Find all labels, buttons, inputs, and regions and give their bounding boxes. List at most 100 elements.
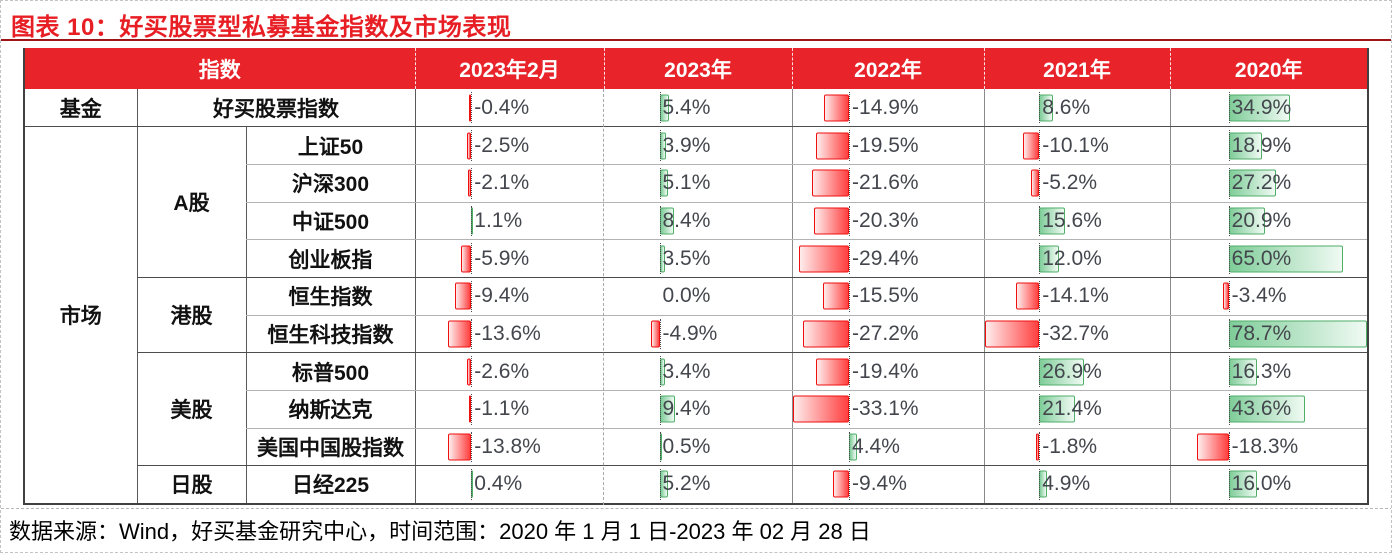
value-cell: -14.1% bbox=[983, 277, 1170, 316]
data-bar bbox=[466, 358, 472, 386]
bar-axis-icon bbox=[471, 431, 473, 463]
value-label: 20.9% bbox=[1231, 208, 1292, 232]
bar-axis-icon bbox=[849, 318, 851, 350]
bar-axis-icon bbox=[1228, 92, 1230, 124]
value-cell: -33.1% bbox=[791, 390, 984, 429]
value-label: -13.6% bbox=[474, 321, 541, 345]
value-cell: 9.4% bbox=[604, 390, 792, 429]
value-cell: -13.8% bbox=[414, 428, 604, 467]
bar-axis-icon bbox=[471, 243, 473, 274]
value-cell: -32.7% bbox=[983, 315, 1170, 354]
data-bar bbox=[802, 320, 850, 348]
value-label: 4.9% bbox=[1042, 472, 1091, 496]
table-row: 创业板指 -5.9% 3.5% -29.4% 12.0% 65.0% bbox=[24, 239, 1368, 278]
value-cell: 3.5% bbox=[604, 239, 792, 278]
value-label: -13.8% bbox=[474, 435, 541, 459]
value-label: 0.0% bbox=[662, 284, 711, 308]
value-cell: 5.1% bbox=[604, 164, 792, 203]
bar-axis-icon bbox=[1039, 318, 1041, 350]
value-cell: -2.1% bbox=[414, 164, 604, 203]
value-cell: 78.7% bbox=[1169, 315, 1368, 354]
value-cell: 15.6% bbox=[983, 202, 1170, 241]
bar-axis-icon bbox=[659, 394, 661, 425]
value-cell: 27.2% bbox=[1169, 164, 1368, 203]
bar-axis-icon bbox=[1039, 205, 1041, 237]
table-row: 美国中国股指数 -13.8% 0.5% 4.4% -1.8% -18.3% bbox=[24, 428, 1368, 467]
value-label: 21.4% bbox=[1042, 397, 1102, 421]
data-bar bbox=[448, 320, 472, 348]
data-bar bbox=[1228, 395, 1306, 423]
value-cell: -5.9% bbox=[414, 239, 604, 278]
value-cell: 3.9% bbox=[604, 126, 792, 165]
value-label: 15.6% bbox=[1042, 208, 1102, 232]
bar-axis-icon bbox=[849, 130, 851, 161]
bar-axis-icon bbox=[471, 167, 473, 199]
value-cell: -1.8% bbox=[983, 428, 1170, 467]
value-cell: -2.6% bbox=[414, 352, 604, 391]
bar-axis-icon bbox=[1039, 356, 1041, 387]
value-cell: -19.4% bbox=[791, 352, 984, 391]
data-bar bbox=[815, 132, 850, 160]
value-label: 26.9% bbox=[1042, 359, 1102, 383]
data-bar bbox=[792, 395, 850, 423]
data-bar bbox=[1228, 320, 1367, 348]
bar-axis-icon bbox=[659, 318, 661, 350]
value-label: 12.0% bbox=[1042, 246, 1102, 270]
data-bar bbox=[469, 94, 472, 122]
value-label: 1.1% bbox=[474, 208, 523, 232]
value-label: 9.4% bbox=[662, 397, 711, 421]
bar-axis-icon bbox=[471, 280, 473, 312]
data-bar bbox=[1039, 358, 1084, 386]
value-cell: 0.0% bbox=[604, 277, 792, 316]
value-cell: -27.2% bbox=[791, 315, 984, 354]
value-cell: 16.0% bbox=[1169, 465, 1368, 505]
bar-axis-icon bbox=[471, 318, 473, 350]
index-name-cell: 日经225 bbox=[245, 465, 415, 505]
bar-axis-icon bbox=[849, 280, 851, 312]
bar-axis-icon bbox=[471, 469, 473, 500]
index-name-cell: 创业板指 bbox=[245, 239, 415, 278]
value-cell: 4.4% bbox=[791, 428, 984, 467]
bar-axis-icon bbox=[1228, 431, 1230, 463]
value-cell: -9.4% bbox=[414, 277, 604, 316]
table-row: 中证500 1.1% 8.4% -20.3% 15.6% 20.9% bbox=[24, 202, 1368, 241]
value-cell: -21.6% bbox=[791, 164, 984, 203]
value-cell: 5.4% bbox=[604, 89, 792, 128]
data-bar bbox=[467, 132, 472, 160]
bar-axis-icon bbox=[1039, 280, 1041, 312]
value-label: -19.5% bbox=[852, 133, 919, 157]
subgroup-cell: 美股 bbox=[136, 352, 246, 467]
value-cell: -2.5% bbox=[414, 126, 604, 165]
column-header-year: 2021年 bbox=[983, 48, 1170, 89]
bar-axis-icon bbox=[659, 130, 661, 161]
bar-axis-icon bbox=[659, 92, 661, 124]
value-label: -5.9% bbox=[474, 246, 530, 270]
value-label: -21.6% bbox=[852, 171, 919, 195]
value-cell: 8.4% bbox=[604, 202, 792, 241]
table-row: 日股 日经225 0.4% 5.2% -9.4% 4.9% 16.0% bbox=[24, 465, 1368, 505]
subgroup-cell: 日股 bbox=[136, 465, 246, 505]
value-label: 3.5% bbox=[662, 246, 711, 270]
data-bar bbox=[1030, 169, 1040, 197]
value-cell: -9.4% bbox=[791, 465, 984, 505]
table-row: 基金 好买股票指数 -0.4% 5.4% -14.9% 8.6% 34.9% bbox=[24, 89, 1368, 128]
data-bar bbox=[815, 358, 850, 386]
value-label: 78.7% bbox=[1231, 321, 1292, 345]
bar-axis-icon bbox=[471, 92, 473, 124]
value-label: 27.2% bbox=[1231, 171, 1292, 195]
data-bar bbox=[1036, 433, 1040, 461]
bar-axis-icon bbox=[1039, 130, 1041, 161]
data-bar bbox=[1222, 282, 1229, 310]
value-label: -10.1% bbox=[1042, 133, 1109, 157]
header-row: 指数 2023年2月 2023年 2022年 2021年 2020年 bbox=[24, 48, 1368, 89]
subgroup-cell: 港股 bbox=[136, 277, 246, 354]
table-row: 纳斯达克 -1.1% 9.4% -33.1% 21.4% 43.6% bbox=[24, 390, 1368, 429]
index-name-cell: 恒生指数 bbox=[245, 277, 415, 316]
data-bar bbox=[1015, 282, 1040, 310]
bar-axis-icon bbox=[659, 205, 661, 237]
value-cell: 20.9% bbox=[1169, 202, 1368, 241]
data-bar bbox=[985, 320, 1040, 348]
data-bar bbox=[461, 245, 472, 273]
index-name-cell: 美国中国股指数 bbox=[245, 428, 415, 467]
value-label: 18.9% bbox=[1231, 133, 1292, 157]
